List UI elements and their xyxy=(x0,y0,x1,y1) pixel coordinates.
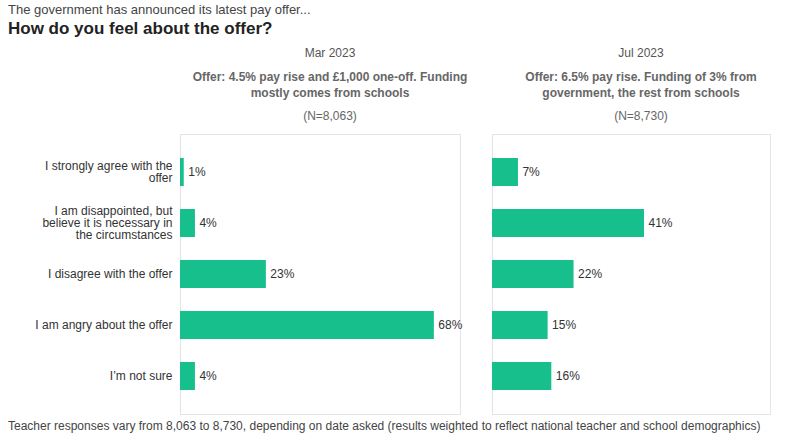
svg-text:I’m not sure: I’m not sure xyxy=(110,369,173,383)
html-text:(N=8,730): (N=8,730) xyxy=(614,109,668,123)
svg-text:16%: 16% xyxy=(556,369,580,383)
svg-text:I disagree with the offer: I disagree with the offer xyxy=(48,267,173,281)
html-text:(N=8,063): (N=8,063) xyxy=(303,109,357,123)
svg-text:7%: 7% xyxy=(522,165,540,179)
svg-text:1%: 1% xyxy=(188,165,206,179)
svg-text:22%: 22% xyxy=(578,267,602,281)
html-text:The government has announced i: The government has announced its latest … xyxy=(8,2,311,17)
html-text:Offer: 6.5% pay rise. Funding: Offer: 6.5% pay rise. Funding of 3% from… xyxy=(525,70,757,100)
svg-text:68%: 68% xyxy=(438,318,462,332)
html-text:Mar 2023: Mar 2023 xyxy=(304,46,356,60)
svg-text:23%: 23% xyxy=(270,267,294,281)
svg-text:I am disappointed, butbelieve: I am disappointed, butbelieve it is nece… xyxy=(42,204,173,242)
svg-text:I am angry about the offer: I am angry about the offer xyxy=(35,318,172,332)
svg-text:4%: 4% xyxy=(199,216,217,230)
html-text:Jul 2023: Jul 2023 xyxy=(618,46,664,60)
html-text:How do you feel about the offe: How do you feel about the offer? xyxy=(8,19,273,38)
svg-text:41%: 41% xyxy=(648,216,672,230)
svg-text:4%: 4% xyxy=(199,369,217,383)
svg-text:I strongly agree with theoffer: I strongly agree with theoffer xyxy=(45,159,173,185)
html-text:Offer: 4.5% pay rise and £1,00: Offer: 4.5% pay rise and £1,000 one-off.… xyxy=(192,70,468,100)
html-text:Teacher responses vary from 8,: Teacher responses vary from 8,063 to 8,7… xyxy=(8,419,761,433)
svg-text:15%: 15% xyxy=(552,318,576,332)
